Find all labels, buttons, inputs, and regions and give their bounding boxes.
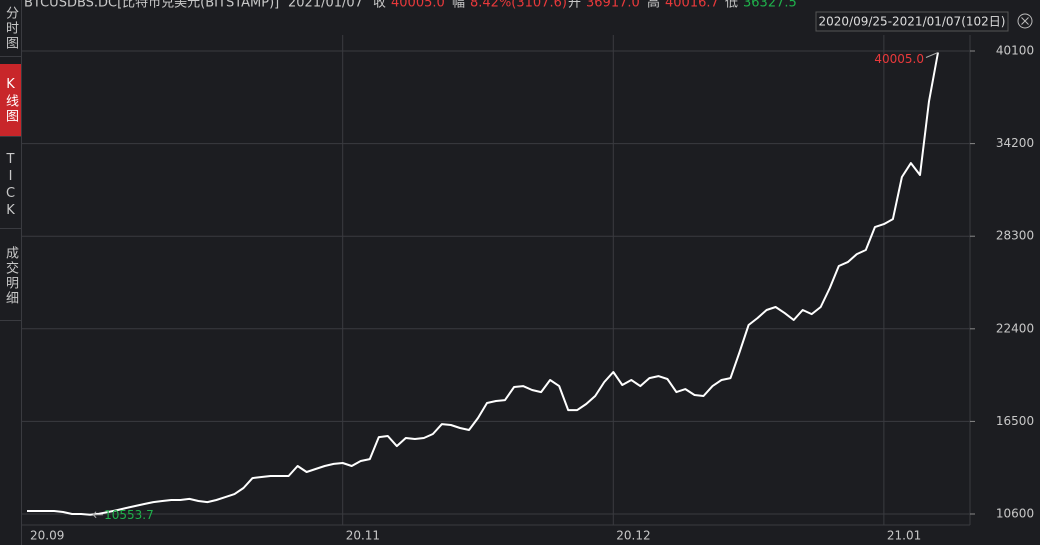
close-button[interactable]	[1017, 13, 1033, 29]
x-tick-label: 20.11	[346, 529, 380, 543]
change: 8.42%(3107.6)	[470, 0, 567, 11]
tab[interactable]: 分时图	[0, 0, 21, 57]
y-tick-label: 22400	[996, 321, 1034, 335]
y-tick-label: 34200	[996, 136, 1034, 150]
label-pointer	[92, 511, 104, 519]
x-tick-label: 20.09	[30, 529, 64, 543]
high-label: 高	[647, 0, 660, 11]
y-tick-label: 40100	[996, 44, 1034, 58]
side-tabs: 分时图 K线图 TICK 成交明细	[0, 0, 22, 545]
x-tick-label: 21.01	[887, 529, 921, 543]
open: 36917.0	[586, 0, 640, 11]
range-box	[815, 11, 1009, 32]
low-label: 低	[725, 0, 738, 11]
y-tick-label: 28300	[996, 229, 1034, 243]
high: 40016.7	[665, 0, 719, 11]
tab[interactable]: K线图	[0, 64, 21, 137]
value-label: 40005.0	[874, 52, 924, 66]
date: 2021/01/07	[288, 0, 363, 11]
symbol: BTCUSDBS.DC[比特币兑美元(BITSTAMP)]	[24, 0, 279, 11]
close: 40005.0	[391, 0, 445, 11]
tab[interactable]: 成交明细	[0, 232, 21, 321]
low: 36327.5	[743, 0, 797, 11]
label-pointer	[925, 52, 939, 58]
change-label: 幅	[452, 0, 465, 11]
x-tick-label: 20.12	[616, 529, 650, 543]
y-tick-label: 16500	[996, 414, 1034, 428]
price-line	[27, 52, 939, 516]
open-label: 开	[568, 0, 581, 11]
range-label: 2020/09/25-2021/01/07(102日)	[819, 15, 1006, 29]
close-label: 收	[373, 0, 386, 11]
value-label: 10553.7	[104, 508, 154, 522]
tab[interactable]: TICK	[0, 144, 21, 229]
y-tick-label: 10600	[996, 507, 1034, 521]
